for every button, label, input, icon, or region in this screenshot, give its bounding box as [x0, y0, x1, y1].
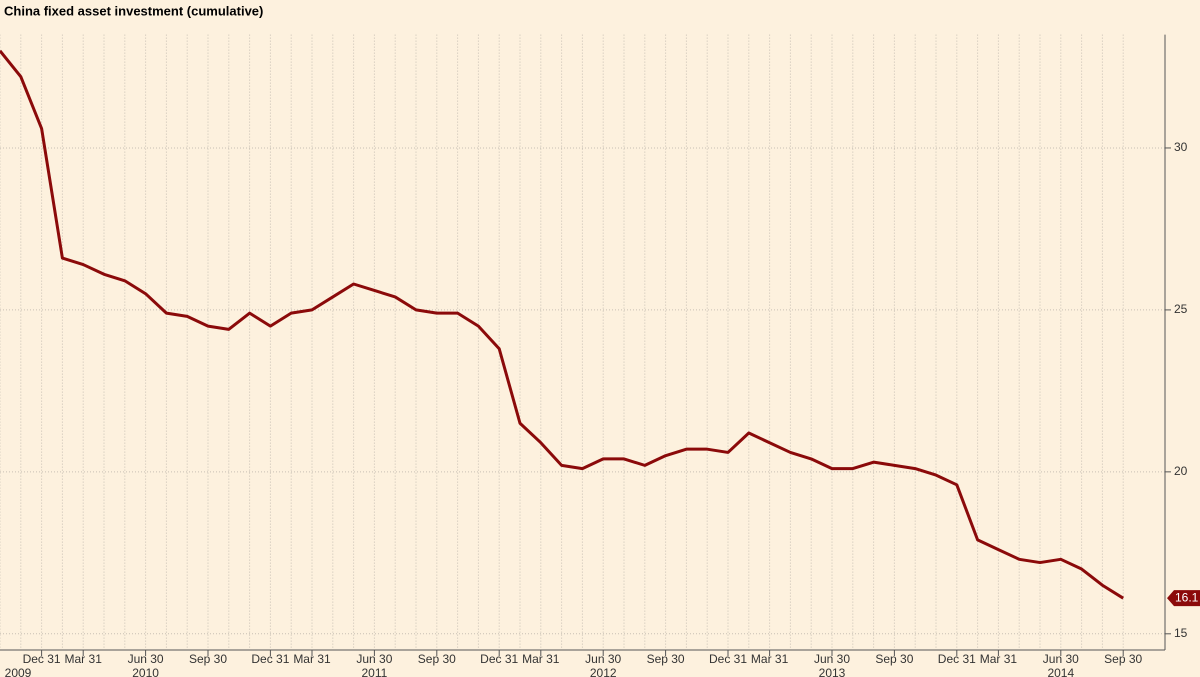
year-label: 2012	[590, 666, 617, 677]
x-tick-label: Jun 30	[814, 652, 850, 666]
x-tick-label: Dec 31	[709, 652, 747, 666]
year-label: 2009	[5, 666, 32, 677]
x-tick-label: Sep 30	[189, 652, 227, 666]
x-tick-label: Dec 31	[938, 652, 976, 666]
x-tick-label: Sep 30	[1104, 652, 1142, 666]
x-tick-label: Sep 30	[418, 652, 456, 666]
x-tick-label: Mar 31	[751, 652, 789, 666]
last-value-tag	[1167, 590, 1200, 607]
x-tick-label: Mar 31	[522, 652, 560, 666]
x-tick-label: Sep 30	[647, 652, 685, 666]
x-tick-label: Dec 31	[480, 652, 518, 666]
x-tick-label: Mar 31	[65, 652, 103, 666]
x-tick-label: Jun 30	[585, 652, 621, 666]
last-value-label: 16.1	[1175, 590, 1199, 604]
year-label: 2014	[1047, 666, 1074, 677]
year-label: 2010	[132, 666, 159, 677]
year-label: 2013	[819, 666, 846, 677]
x-tick-label: Jun 30	[1043, 652, 1079, 666]
x-tick-label: Jun 30	[128, 652, 164, 666]
x-tick-label: Mar 31	[293, 652, 331, 666]
chart-title: China fixed asset investment (cumulative…	[4, 3, 263, 18]
x-tick-label: Mar 31	[980, 652, 1018, 666]
x-tick-label: Sep 30	[875, 652, 913, 666]
y-tick-label: 25	[1174, 302, 1188, 316]
y-tick-label: 30	[1174, 140, 1188, 154]
x-tick-label: Dec 31	[23, 652, 61, 666]
x-tick-label: Dec 31	[251, 652, 289, 666]
line	[0, 49, 1124, 600]
year-label: 2011	[361, 666, 387, 677]
y-tick-label: 15	[1174, 626, 1188, 640]
x-tick-label: Jun 30	[356, 652, 392, 666]
y-tick-label: 20	[1174, 464, 1188, 478]
